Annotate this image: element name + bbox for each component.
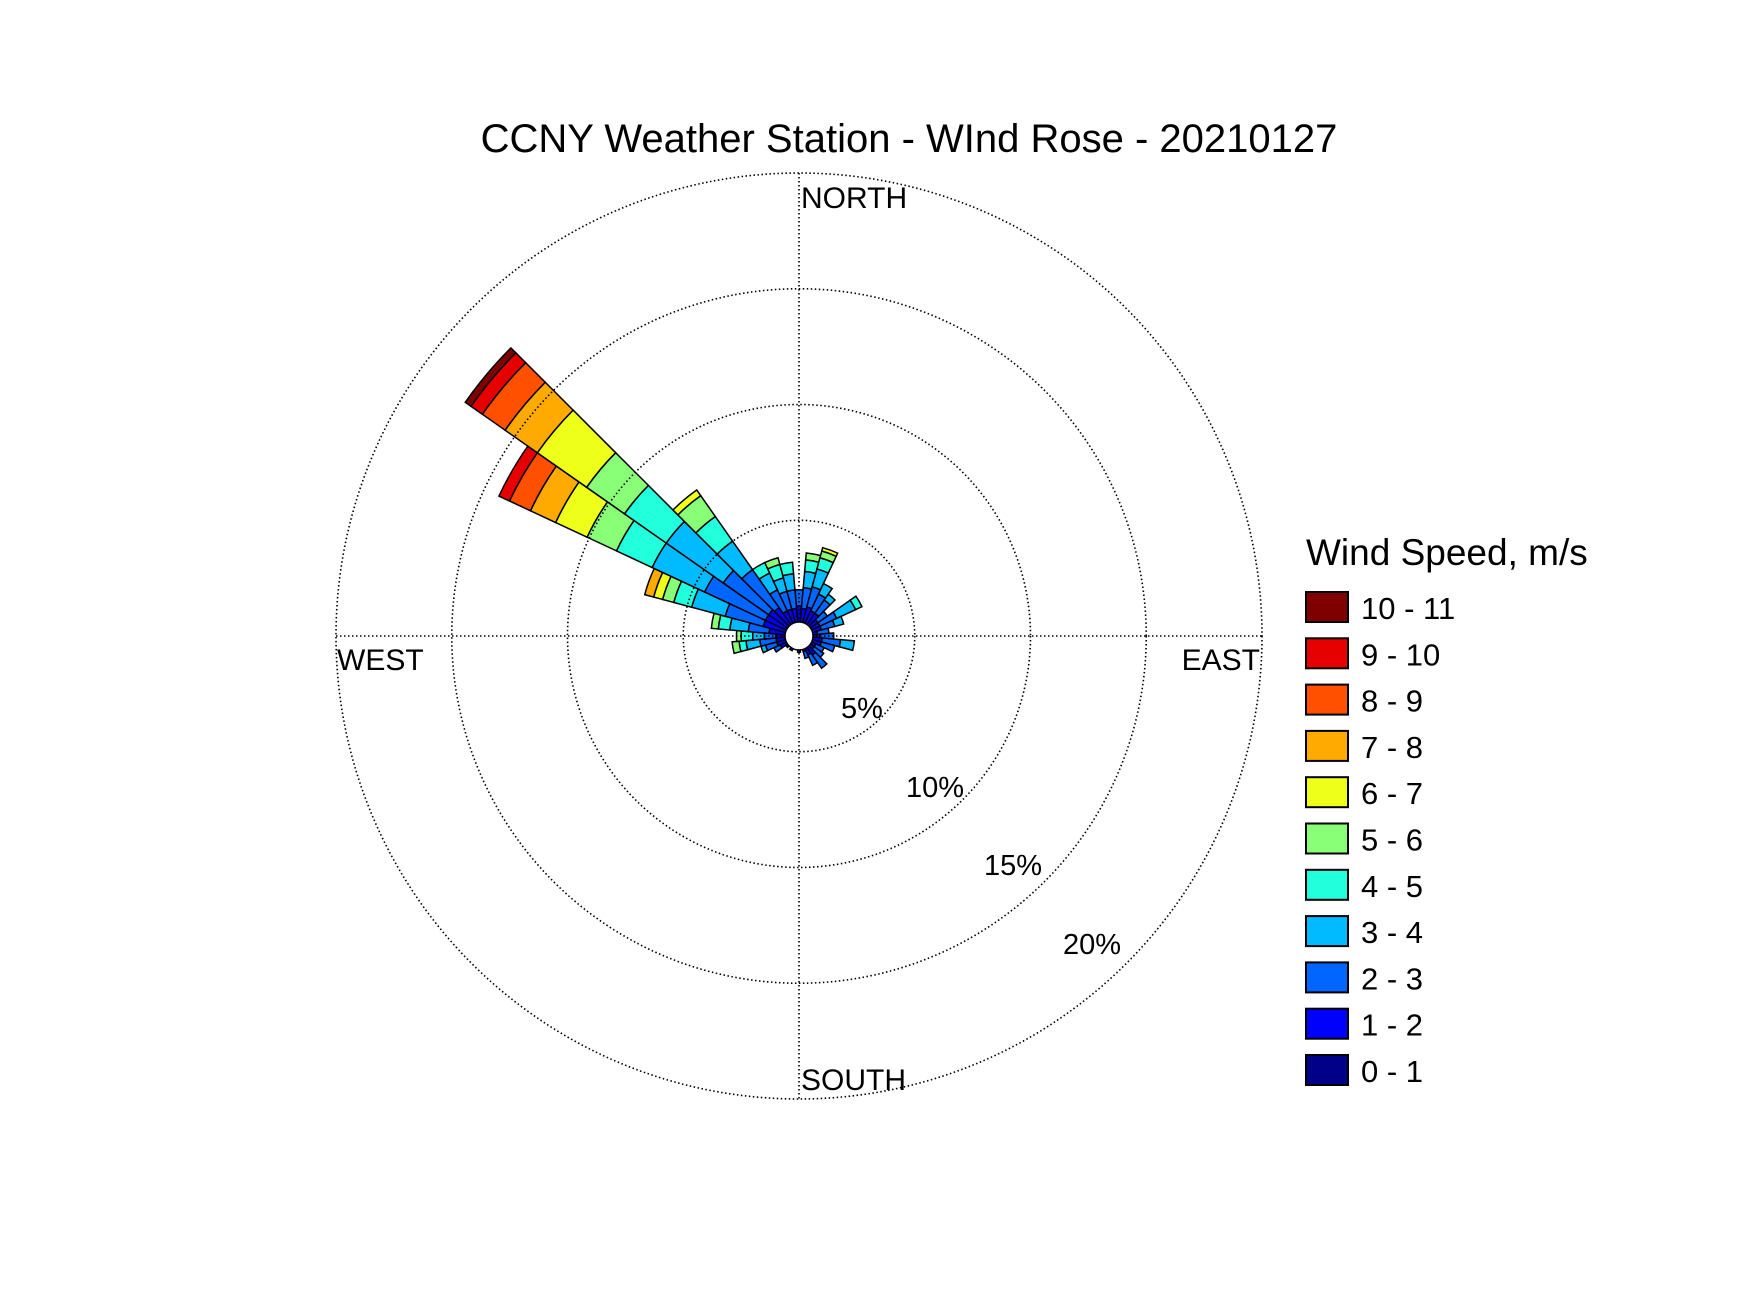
chart-title: CCNY Weather Station - WInd Rose - 20210… — [481, 117, 1338, 161]
wedge-340-bin-5 — [763, 556, 781, 570]
legend-label: 7 - 8 — [1361, 730, 1423, 765]
center-hole — [784, 621, 814, 651]
radial-tick-labels: 5% 10% 15% 20% — [841, 693, 1121, 961]
west-label: WEST — [337, 644, 424, 677]
wedge-60-bin-4 — [849, 595, 863, 611]
wedge-350-bin-4 — [778, 561, 795, 577]
radial-tick-label-15: 15% — [984, 850, 1042, 882]
wedge-100-bin-3 — [838, 638, 856, 652]
wedge-310-bin-10 — [464, 346, 517, 408]
legend-label: 5 - 6 — [1361, 823, 1423, 858]
legend-swatch — [1305, 1054, 1349, 1086]
wedge-140-bin-2 — [811, 651, 828, 670]
legend-label: 1 - 2 — [1361, 1008, 1423, 1043]
legend-swatch — [1305, 915, 1349, 948]
grid-ring-15 — [450, 287, 1148, 985]
wedge-260-bin-5 — [731, 640, 742, 655]
legend: Wind Speed, m/s 10 - 11 9 - 10 8 - 9 7 - 8 6… — [1305, 532, 1588, 1089]
polar-grid — [335, 172, 1263, 1100]
grid-ring-5 — [682, 519, 916, 753]
wedge-30-bin-3 — [817, 582, 834, 600]
wedge-320-bin-6 — [671, 488, 702, 516]
wedge-70-bin-3 — [831, 615, 845, 628]
radial-tick-label-10: 10% — [906, 772, 964, 804]
legend-swatch — [1305, 591, 1349, 623]
legend-label: 2 - 3 — [1361, 961, 1423, 996]
wedge-110-bin-2 — [818, 641, 836, 653]
legend-label: 10 - 11 — [1361, 591, 1455, 626]
north-label: NORTH — [801, 182, 907, 215]
legend-label: 6 - 7 — [1361, 776, 1423, 811]
wedge-40-bin-3 — [823, 593, 837, 606]
legend-swatch — [1305, 961, 1349, 994]
wedge-160-bin-2 — [802, 649, 810, 660]
wedge-150-bin-2 — [806, 652, 819, 667]
radial-tick-label-20: 20% — [1063, 929, 1121, 961]
legend-swatch — [1305, 776, 1349, 809]
wedge-layer — [464, 346, 863, 670]
east-label: EAST — [1182, 644, 1260, 677]
south-label: SOUTH — [801, 1064, 906, 1097]
radial-tick-label-5: 5% — [841, 693, 883, 725]
legend-swatch — [1305, 1007, 1349, 1040]
legend-swatch — [1305, 729, 1349, 762]
legend-label: 8 - 9 — [1361, 684, 1423, 719]
wedge-20-bin-6 — [820, 546, 839, 558]
legend-label: 4 - 5 — [1361, 869, 1423, 904]
grid-ring-10 — [566, 403, 1032, 869]
legend-swatch — [1305, 683, 1349, 716]
legend-swatch — [1305, 868, 1349, 901]
legend-swatch — [1305, 637, 1349, 670]
legend-swatch — [1305, 822, 1349, 855]
legend-items: 10 - 11 9 - 10 8 - 9 7 - 8 6 - 7 5 - 6 4 - 5 3 … — [1305, 591, 1455, 1089]
legend-label: 9 - 10 — [1361, 637, 1440, 672]
legend-label: 0 - 1 — [1361, 1054, 1423, 1089]
legend-title: Wind Speed, m/s — [1306, 532, 1588, 573]
wedge-10-bin-5 — [804, 552, 822, 564]
legend-label: 3 - 4 — [1361, 915, 1423, 950]
